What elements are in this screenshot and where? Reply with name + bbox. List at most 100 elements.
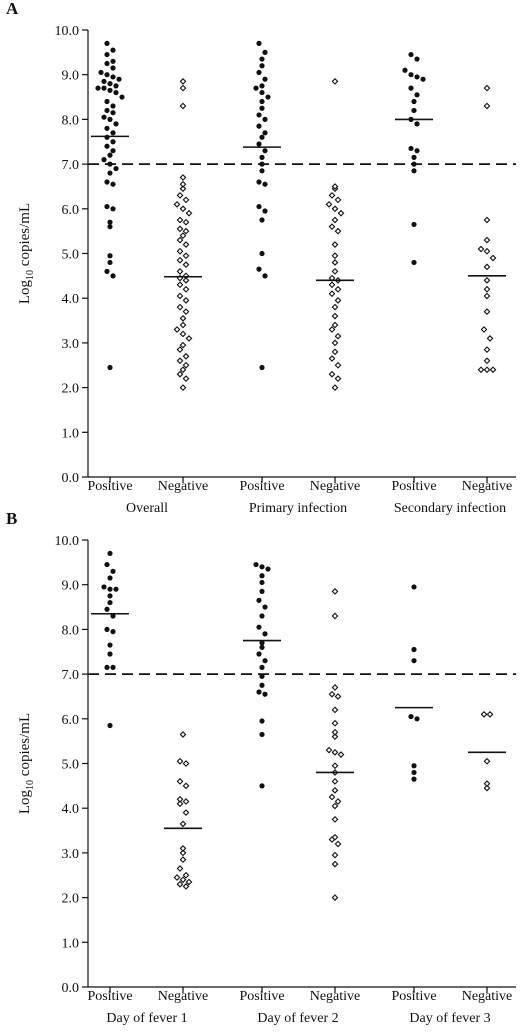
data-point-negative xyxy=(331,339,339,347)
data-point-negative xyxy=(328,290,336,298)
data-point-negative xyxy=(185,209,193,217)
data-point-positive xyxy=(107,81,113,87)
data-point-negative xyxy=(331,183,339,190)
y-tick-label: 3.0 xyxy=(62,847,80,862)
data-point-positive xyxy=(256,69,262,76)
group-label: Day of fever 1 xyxy=(106,1011,187,1026)
data-point-positive xyxy=(259,89,265,96)
chart-panel-A: A 0.0 1.0 2.0 3.0 4.0 5.0 6.0 7.0 8.0 9.0 10.0 Log10… xyxy=(6,0,516,516)
data-point-positive xyxy=(107,722,113,729)
data-point-negative xyxy=(179,314,187,322)
y-tick-label: 4.0 xyxy=(62,292,80,307)
data-point-negative xyxy=(179,856,187,863)
data-point-positive xyxy=(408,713,414,720)
data-point-negative xyxy=(486,710,494,718)
group-label: Overall xyxy=(126,501,168,516)
data-point-negative xyxy=(185,878,193,886)
data-point-negative xyxy=(331,860,339,868)
data-point-positive xyxy=(107,87,113,93)
data-point-positive xyxy=(256,112,262,118)
data-point-negative xyxy=(179,174,187,181)
data-point-positive xyxy=(259,613,265,619)
data-point-negative xyxy=(331,588,339,595)
y-tick-label: 10.0 xyxy=(55,534,80,549)
data-point-negative xyxy=(176,247,184,255)
data-point-negative xyxy=(179,102,187,110)
data-point-negative xyxy=(176,800,184,808)
data-point-negative xyxy=(331,303,339,311)
data-point-positive xyxy=(104,60,110,67)
data-point-negative xyxy=(179,849,187,857)
data-point-positive xyxy=(259,134,265,140)
data-point-negative xyxy=(483,216,491,224)
chart-panel-B: B 0.0 1.0 2.0 3.0 4.0 5.0 6.0 7.0 8.0 9.0 10.0 Log10… xyxy=(6,509,516,1026)
group-label: Primary infection xyxy=(249,501,347,516)
data-point-negative xyxy=(176,192,184,199)
data-point-negative xyxy=(176,757,184,765)
data-point-negative xyxy=(328,690,336,698)
data-point-negative xyxy=(176,225,184,233)
data-point-negative xyxy=(179,731,187,738)
data-point-negative xyxy=(182,809,190,817)
data-point-negative xyxy=(176,370,184,378)
data-point-positive xyxy=(411,98,417,105)
data-point-positive xyxy=(411,584,417,590)
data-point-negative xyxy=(176,281,184,289)
data-point-negative xyxy=(179,185,187,193)
data-point-negative xyxy=(182,883,190,890)
data-point-positive xyxy=(101,114,107,120)
data-point-negative xyxy=(334,375,342,383)
category-label: Negative xyxy=(158,479,209,494)
data-point-negative xyxy=(477,366,485,374)
data-point-negative xyxy=(182,241,190,248)
data-point-positive xyxy=(420,76,426,82)
data-point-negative xyxy=(331,78,339,85)
data-point-positive xyxy=(110,110,116,116)
data-point-negative xyxy=(182,760,190,767)
data-point-positive xyxy=(110,139,116,145)
data-point-negative xyxy=(173,874,181,881)
data-point-negative xyxy=(179,84,187,92)
data-point-negative xyxy=(182,261,190,269)
data-point-negative xyxy=(179,321,187,329)
data-point-negative xyxy=(483,285,491,293)
category-label: Negative xyxy=(462,989,513,1004)
y-tick-label: 4.0 xyxy=(62,802,80,817)
data-point-positive xyxy=(253,561,259,568)
y-tick-label: 8.0 xyxy=(62,623,80,638)
data-point-negative xyxy=(331,706,339,714)
y-tick-label: 0.0 xyxy=(62,981,80,996)
data-point-negative xyxy=(328,281,336,289)
data-point-negative xyxy=(483,263,491,271)
data-point-negative xyxy=(182,375,190,383)
data-point-positive xyxy=(259,644,265,650)
data-point-positive xyxy=(104,561,110,568)
data-point-positive xyxy=(107,550,113,557)
y-tick-label: 9.0 xyxy=(62,579,80,594)
data-point-positive xyxy=(107,651,113,657)
data-point-positive xyxy=(256,597,262,603)
data-point-positive xyxy=(414,56,420,62)
data-point-negative xyxy=(325,746,333,754)
data-point-negative xyxy=(331,815,339,823)
y-tick-label: 5.0 xyxy=(62,248,80,263)
data-point-positive xyxy=(411,763,417,769)
data-point-positive xyxy=(104,203,110,210)
data-point-positive xyxy=(104,98,110,105)
data-point-negative xyxy=(483,366,491,374)
data-point-negative xyxy=(182,218,190,226)
data-point-positive xyxy=(262,691,268,697)
data-point-positive xyxy=(411,658,417,664)
data-point-positive xyxy=(107,161,113,167)
data-point-negative xyxy=(331,728,339,736)
data-point-negative xyxy=(331,312,339,320)
data-point-positive xyxy=(110,47,116,53)
data-point-negative xyxy=(477,245,485,253)
data-point-negative xyxy=(334,285,342,293)
data-point-positive xyxy=(259,731,265,738)
data-point-negative xyxy=(331,612,339,620)
data-point-positive xyxy=(110,58,116,64)
data-point-positive xyxy=(265,566,271,572)
data-point-positive xyxy=(107,170,113,176)
data-point-negative xyxy=(483,102,491,110)
